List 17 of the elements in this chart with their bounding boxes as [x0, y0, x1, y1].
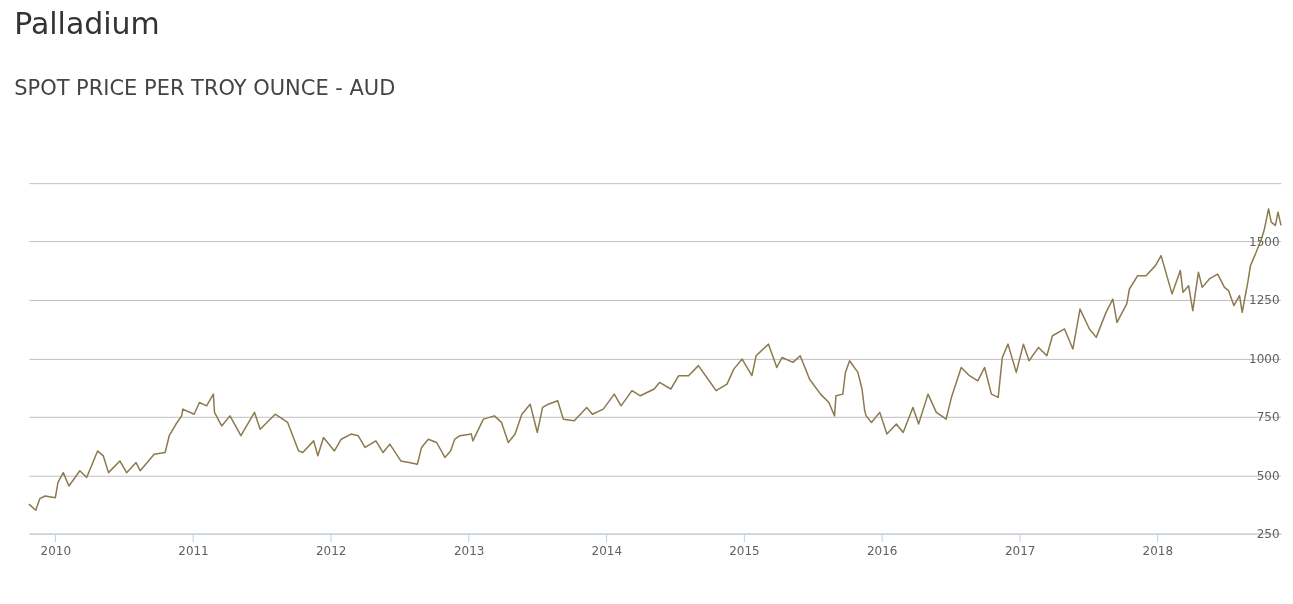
x-tick-label: 2016 — [866, 544, 898, 559]
x-tick-label: 2015 — [729, 544, 760, 559]
chart-subtitle: SPOT PRICE PER TROY OUNCE - AUD — [14, 76, 396, 101]
y-tick-label: 250 — [1256, 527, 1280, 542]
x-tick-label: 2011 — [178, 544, 209, 559]
x-tick-label: 2013 — [453, 544, 485, 559]
y-tick-label: 1000 — [1249, 351, 1280, 366]
x-tick-label: 2017 — [1004, 544, 1036, 559]
x-tick-label: 2014 — [591, 544, 623, 559]
y-tick-label: 500 — [1256, 468, 1280, 483]
x-tick-label: 2012 — [315, 544, 347, 559]
y-tick-label: 1250 — [1249, 293, 1280, 308]
x-tick-label: 2018 — [1142, 544, 1174, 559]
chart-title: Palladium — [14, 6, 160, 42]
y-tick-label: 750 — [1256, 410, 1280, 425]
x-tick-label: 2010 — [40, 544, 72, 559]
line-series — [28, 208, 1282, 512]
